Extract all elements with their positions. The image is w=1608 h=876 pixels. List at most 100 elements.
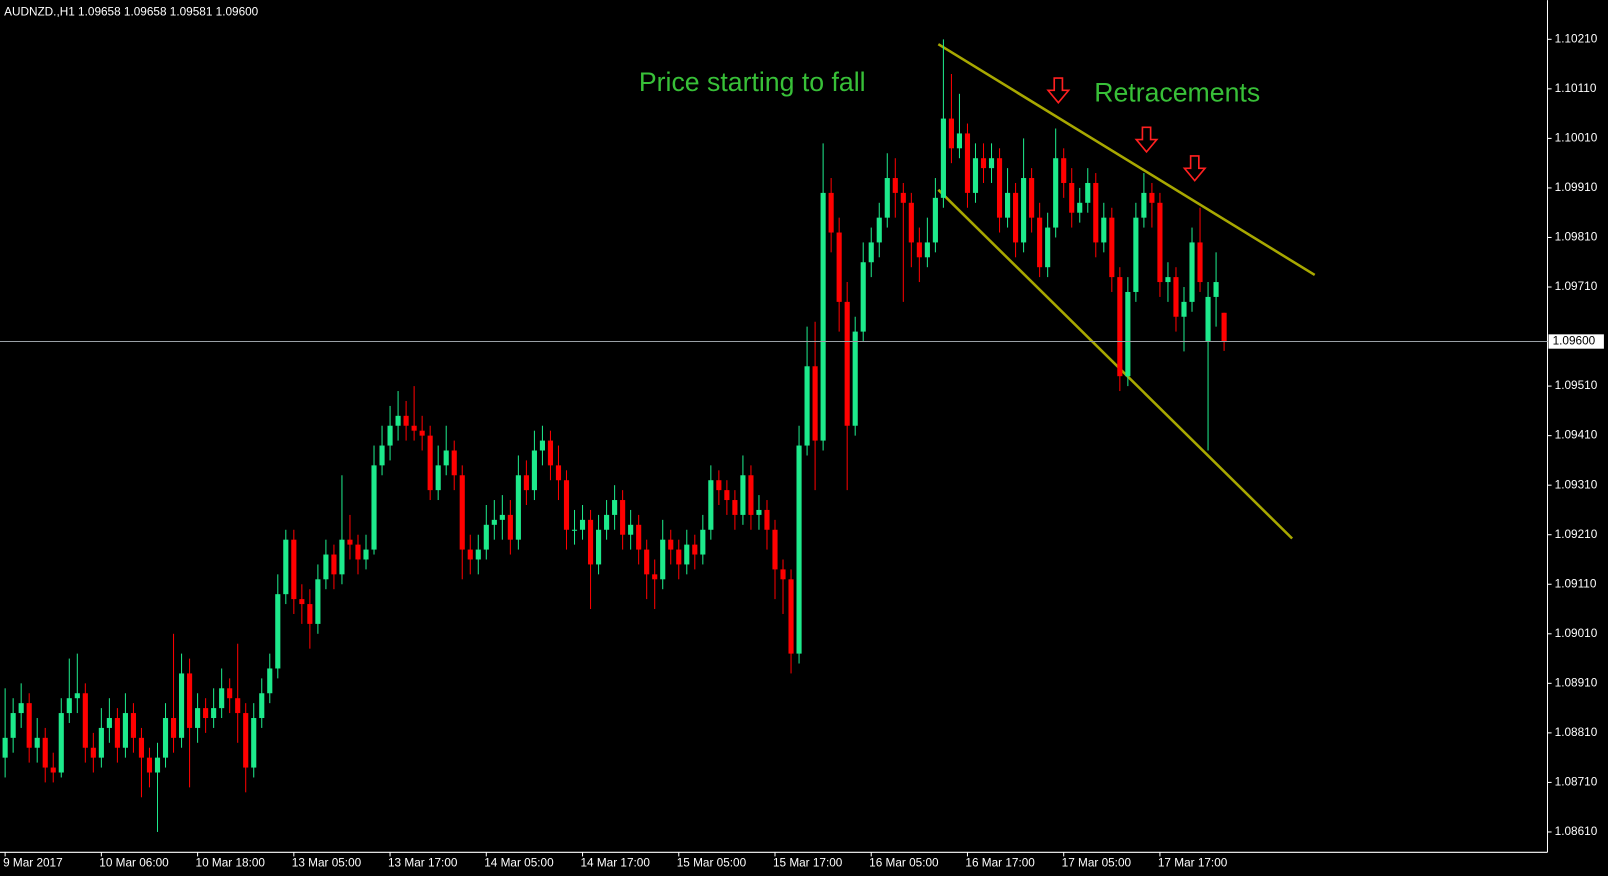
candle-body — [587, 519, 594, 565]
candle-body — [42, 737, 48, 768]
candle-body — [780, 569, 786, 580]
candle-body — [1037, 217, 1043, 268]
candle-body — [138, 737, 145, 758]
candle-body — [26, 703, 32, 748]
candle-body — [1165, 277, 1171, 283]
y-tick-label: 1.09210 — [1555, 528, 1598, 541]
candle-body — [868, 242, 874, 263]
candle-body — [547, 440, 554, 466]
x-tick-label: 15 Mar 05:00 — [677, 857, 747, 870]
candle-body — [467, 549, 473, 560]
candle-body — [964, 133, 971, 193]
y-tick-label: 1.10110 — [1555, 82, 1597, 95]
candle-body — [515, 475, 521, 540]
candle-body — [2, 737, 8, 758]
x-tick-label: 10 Mar 18:00 — [196, 857, 266, 870]
candle-body — [684, 544, 690, 565]
y-tick-label: 1.09710 — [1555, 280, 1598, 293]
x-tick-label: 15 Mar 17:00 — [773, 857, 843, 870]
candle-body — [363, 549, 369, 560]
candle-body — [331, 554, 337, 575]
candle-body — [676, 549, 682, 565]
candle-body — [187, 673, 193, 728]
candle-body — [451, 450, 457, 476]
candle-body — [596, 529, 602, 565]
x-tick-label: 13 Mar 17:00 — [388, 857, 458, 870]
candle-body — [916, 242, 922, 258]
candle-body — [531, 450, 537, 491]
candle-body — [876, 217, 882, 243]
candle-body — [563, 480, 570, 530]
candle-body — [708, 480, 714, 530]
candle-body — [748, 475, 754, 515]
candle-body — [796, 445, 802, 654]
candle-body — [1221, 312, 1227, 342]
candle-body — [652, 574, 658, 580]
candle-body — [804, 366, 810, 446]
candle-body — [1133, 217, 1139, 292]
candle-body — [579, 519, 586, 530]
candle-body — [1005, 192, 1011, 218]
candle-body — [122, 713, 128, 748]
candle-body — [724, 490, 730, 501]
candle-body — [1069, 182, 1075, 213]
candle-body — [1101, 217, 1107, 243]
candle-body — [555, 465, 562, 481]
candle-body — [668, 539, 674, 550]
candle-body — [211, 708, 217, 719]
candle-body — [1141, 192, 1147, 218]
candle-body — [908, 202, 914, 243]
chart-title: AUDNZD.,H1 1.09658 1.09658 1.09581 1.096… — [4, 6, 259, 19]
x-tick-label: 17 Mar 17:00 — [1158, 857, 1228, 870]
candle-body — [403, 415, 409, 426]
candle-body — [90, 747, 96, 758]
candle-body — [50, 767, 56, 773]
candle-body — [892, 178, 898, 193]
candle-body — [636, 524, 642, 550]
down-arrow — [1134, 126, 1159, 154]
candle-body — [1181, 301, 1187, 317]
y-tick-label: 1.09110 — [1555, 577, 1597, 590]
candle-body — [523, 475, 529, 491]
annotation: Retracements — [1094, 78, 1260, 108]
candle-body — [475, 549, 481, 560]
candle-body — [98, 727, 104, 758]
candle-body — [227, 688, 233, 699]
y-tick-label: 1.10010 — [1555, 132, 1598, 145]
candle-body — [972, 158, 979, 193]
annotation: Price starting to fall — [639, 67, 866, 97]
x-tick-label: 13 Mar 05:00 — [292, 857, 362, 870]
candle-body — [988, 158, 995, 169]
x-tick-label: 16 Mar 17:00 — [965, 857, 1035, 870]
y-tick-label: 1.08710 — [1555, 776, 1598, 789]
candle-body — [299, 599, 305, 605]
candle-body — [379, 445, 385, 466]
candle-body — [18, 703, 24, 714]
candle-body — [1157, 202, 1163, 283]
channel-line — [937, 188, 1294, 540]
candle-body — [660, 539, 666, 580]
candle-body — [756, 509, 762, 515]
candle-body — [411, 425, 417, 431]
candle-body — [355, 544, 361, 560]
current-price-box — [1548, 334, 1604, 349]
candle-body — [371, 465, 377, 550]
candle-body — [219, 688, 225, 709]
candle-body — [860, 262, 866, 332]
candle-body — [644, 549, 650, 575]
candle-body — [764, 509, 770, 530]
candle-body — [291, 539, 297, 600]
candle-body — [1197, 242, 1203, 283]
candle-body — [491, 519, 497, 525]
candle-body — [275, 594, 281, 669]
candle-body — [732, 500, 738, 515]
y-tick-label: 1.10210 — [1555, 32, 1598, 45]
candle-body — [195, 708, 201, 728]
candle-body — [884, 178, 890, 218]
y-tick-label: 1.09310 — [1555, 478, 1598, 491]
candle-body — [499, 514, 505, 520]
candle-body — [1053, 158, 1059, 228]
candle-body — [58, 713, 64, 773]
